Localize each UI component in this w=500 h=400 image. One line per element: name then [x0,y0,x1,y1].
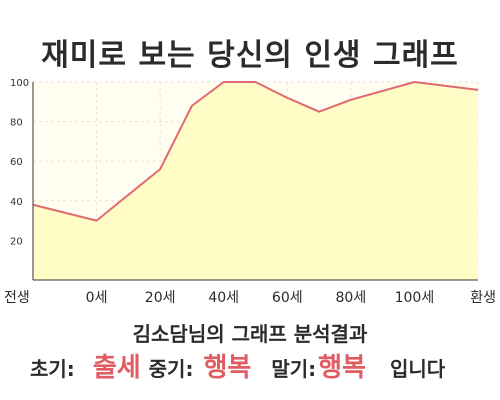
y-tick-label: 80 [10,118,23,129]
middle-label: 중기: [148,357,194,381]
result-summary: 초기: 출세 중기: 행복 말기: 행복 입니다 [0,347,500,384]
x-tick-label: 40세 [208,290,239,306]
x-tick-label: 60세 [272,290,303,306]
axes [32,82,478,281]
y-tick-labels: 20 40 60 80 100 [10,78,29,247]
result-heading: 김소담님의 그래프 분석결과 [132,322,368,346]
late-label: 말기: [271,357,317,381]
early-label: 초기: [30,357,75,381]
x-tick-label: 100세 [395,290,435,306]
x-tick-label: 20세 [145,290,176,306]
y-tick-label: 20 [10,236,23,247]
late-value: 행복 [318,353,366,383]
x-tick-label: 환생 [470,290,496,306]
y-tick-label: 100 [10,78,29,89]
chart-title: 재미로 보는 당신의 인생 그래프 [41,38,459,73]
area-fill [33,82,478,280]
x-tick-label: 전생 [4,290,30,306]
middle-value: 행복 [203,353,252,383]
y-tick-label: 60 [10,157,23,168]
y-tick-label: 40 [10,197,23,208]
x-tick-label: 80세 [336,290,367,306]
ending-text: 입니다 [389,357,446,381]
x-tick-label: 0세 [86,290,108,306]
x-tick-labels: 전생 0세 20세 40세 60세 80세 100세 환생 [4,290,496,306]
early-value: 출세 [92,353,141,383]
